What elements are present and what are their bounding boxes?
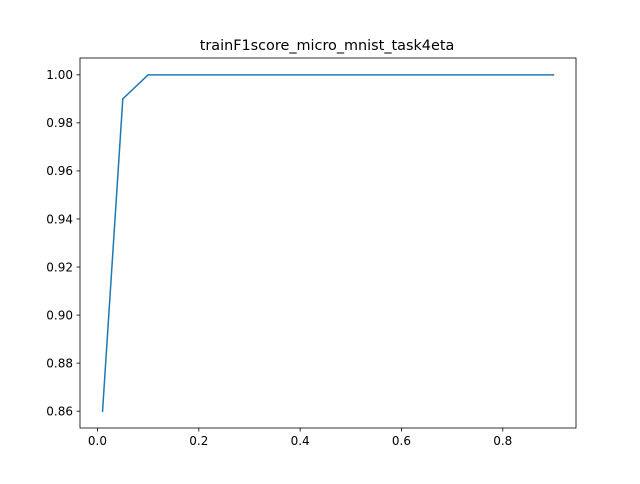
y-tick-label: 0.86 <box>46 404 73 418</box>
chart-title: trainF1score_micro_mnist_task4eta <box>200 38 455 54</box>
series-layer <box>101 74 555 412</box>
y-tick-label: 0.96 <box>46 164 73 178</box>
plot-frame <box>79 57 577 429</box>
y-tick-label: 0.88 <box>46 356 73 370</box>
axis-layer: 0.0 0.2 0.4 0.6 0.8 0.86 0.88 0.90 0.92 0.94 0.96 0… <box>46 68 512 448</box>
y-tick-label: 0.98 <box>46 116 73 130</box>
y-tick-label: 1.00 <box>46 68 73 82</box>
series-line-0 <box>101 74 555 412</box>
x-tick-label: 0.6 <box>392 434 411 448</box>
y-tick-label: 0.92 <box>46 260 73 274</box>
y-tick-label: 0.94 <box>46 212 73 226</box>
x-tick-label: 0.8 <box>493 434 512 448</box>
x-tick-label: 0.0 <box>88 434 107 448</box>
x-tick-label: 0.2 <box>189 434 208 448</box>
x-tick-label: 0.4 <box>291 434 310 448</box>
y-tick-label: 0.90 <box>46 308 73 322</box>
